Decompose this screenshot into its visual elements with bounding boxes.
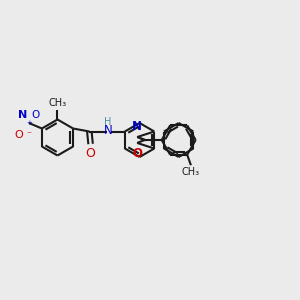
Text: O: O	[15, 130, 23, 140]
Text: N: N	[103, 124, 112, 137]
Text: N: N	[18, 110, 27, 121]
Text: CH₃: CH₃	[48, 98, 67, 108]
Text: CH₃: CH₃	[182, 167, 200, 177]
Text: O: O	[132, 147, 142, 160]
Text: O: O	[86, 147, 95, 160]
Text: O: O	[31, 110, 39, 121]
Text: N: N	[132, 120, 142, 133]
Text: ⁻: ⁻	[26, 130, 32, 140]
Text: H: H	[104, 117, 112, 127]
Text: +: +	[26, 120, 32, 126]
